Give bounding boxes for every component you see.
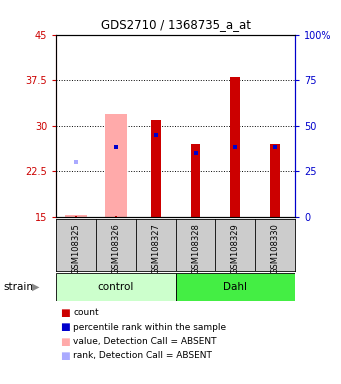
Text: GSM108329: GSM108329	[231, 223, 240, 274]
Text: rank, Detection Call = ABSENT: rank, Detection Call = ABSENT	[73, 351, 212, 361]
Text: ■: ■	[60, 308, 70, 318]
Text: ■: ■	[60, 351, 70, 361]
Text: count: count	[73, 308, 99, 318]
Text: GSM108325: GSM108325	[72, 223, 81, 274]
Bar	[176, 273, 295, 301]
Text: strain: strain	[3, 282, 33, 292]
Text: GSM108328: GSM108328	[191, 223, 200, 274]
Text: GDS2710 / 1368735_a_at: GDS2710 / 1368735_a_at	[101, 18, 251, 31]
Text: GSM108326: GSM108326	[112, 223, 120, 274]
Bar	[230, 77, 240, 217]
Text: ▶: ▶	[32, 282, 40, 292]
Bar	[191, 144, 201, 217]
Bar	[65, 215, 87, 217]
Text: percentile rank within the sample: percentile rank within the sample	[73, 323, 226, 332]
Text: Dahl: Dahl	[223, 282, 247, 292]
Text: GSM108330: GSM108330	[270, 223, 280, 274]
Bar	[151, 120, 161, 217]
Text: ■: ■	[60, 322, 70, 332]
Text: GSM108327: GSM108327	[151, 223, 160, 274]
Bar	[105, 114, 127, 217]
Text: ■: ■	[60, 337, 70, 347]
Bar	[56, 273, 176, 301]
Text: value, Detection Call = ABSENT: value, Detection Call = ABSENT	[73, 337, 217, 346]
Text: control: control	[98, 282, 134, 292]
Bar	[270, 144, 280, 217]
